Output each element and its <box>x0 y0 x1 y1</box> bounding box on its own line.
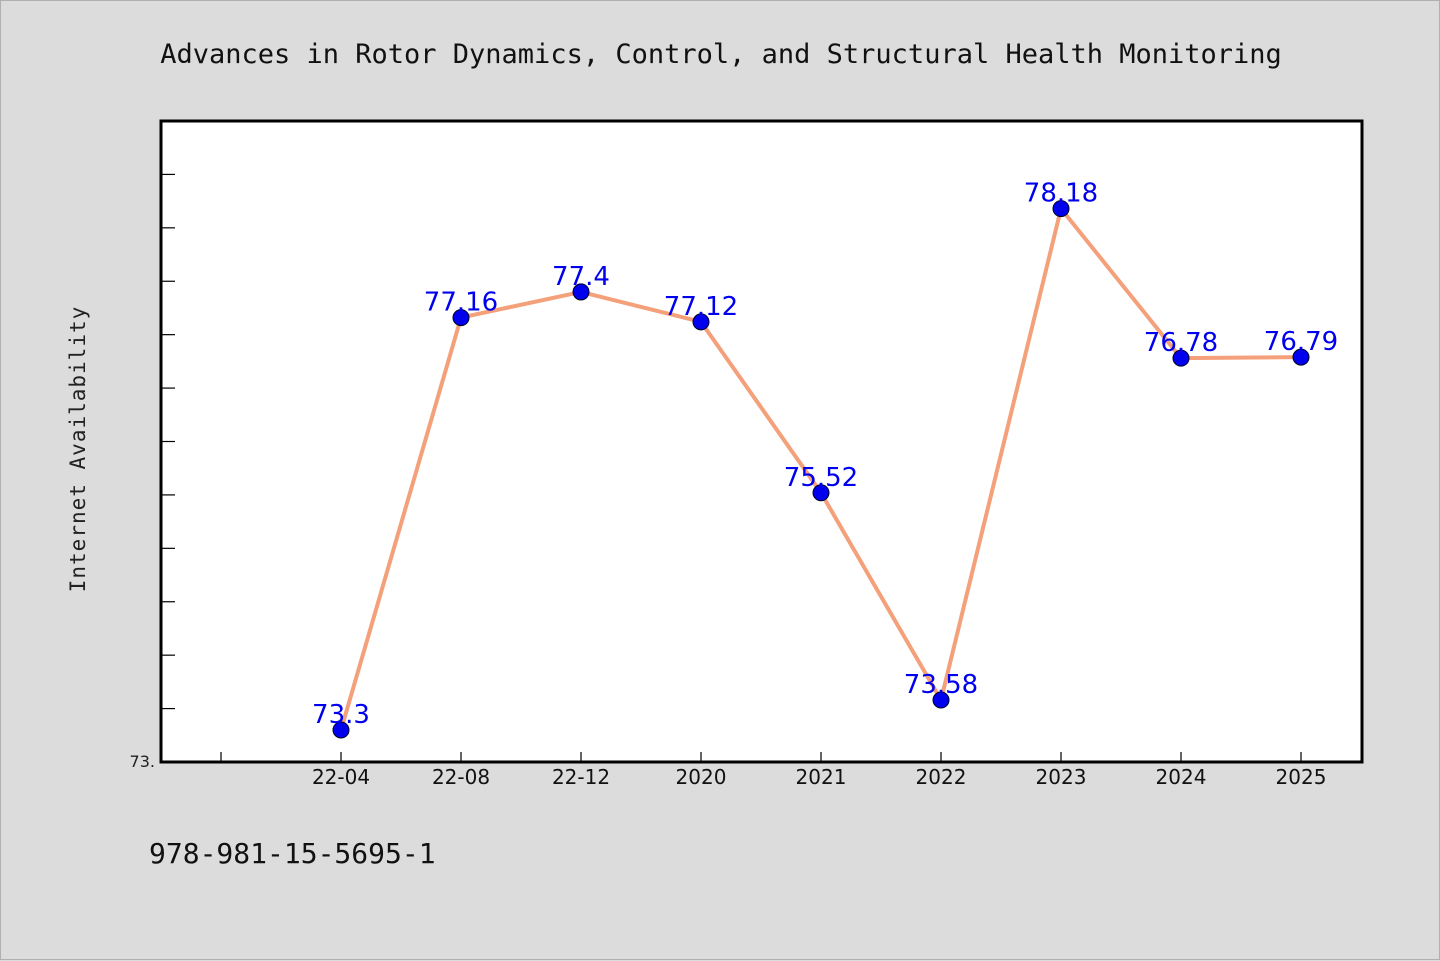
data-label: 73.3 <box>312 700 370 730</box>
data-point <box>1052 200 1070 218</box>
y-axis-label: Internet Availability <box>66 306 90 593</box>
x-tick-label: 2023 <box>1036 765 1087 789</box>
data-label: 77.12 <box>664 292 738 322</box>
data-point <box>332 721 350 739</box>
x-tick-label: 22-12 <box>552 765 610 789</box>
data-label: 77.4 <box>552 262 610 292</box>
data-label: 76.78 <box>1144 328 1218 358</box>
data-point <box>572 283 590 301</box>
data-point <box>692 313 710 331</box>
data-point <box>812 484 830 502</box>
data-label: 76.79 <box>1264 327 1338 357</box>
x-tick-label: 2025 <box>1276 765 1327 789</box>
y-tick-label: 73. <box>130 752 155 771</box>
data-label: 78.18 <box>1024 179 1098 209</box>
chart-title: Advances in Rotor Dynamics, Control, and… <box>160 39 1282 70</box>
x-tick-label: 22-04 <box>312 765 370 789</box>
data-point <box>452 309 470 327</box>
x-tick-label: 2020 <box>676 765 727 789</box>
data-label: 75.52 <box>784 463 858 493</box>
data-point <box>1292 348 1310 366</box>
plot-area <box>159 119 1364 764</box>
y-axis-ticks <box>161 120 175 763</box>
data-label: 73.58 <box>904 670 978 700</box>
data-label: 77.16 <box>424 288 498 318</box>
data-point <box>1172 349 1190 367</box>
x-tick-label: 2021 <box>796 765 847 789</box>
x-tick-label: 2022 <box>916 765 967 789</box>
x-tick-label: 22-08 <box>432 765 490 789</box>
isbn-text: 978-981-15-5695-1 <box>149 837 436 870</box>
series-layer: 73.3 77.16 77.4 77.12 75.52 73.58 78.18 76.78 76… <box>312 179 1338 739</box>
data-point <box>932 691 950 709</box>
x-axis-ticks: 22-04 22-08 22-12 2020 2021 2022 2023 2024 2025 <box>220 752 1327 789</box>
x-tick-label: 2024 <box>1156 765 1207 789</box>
